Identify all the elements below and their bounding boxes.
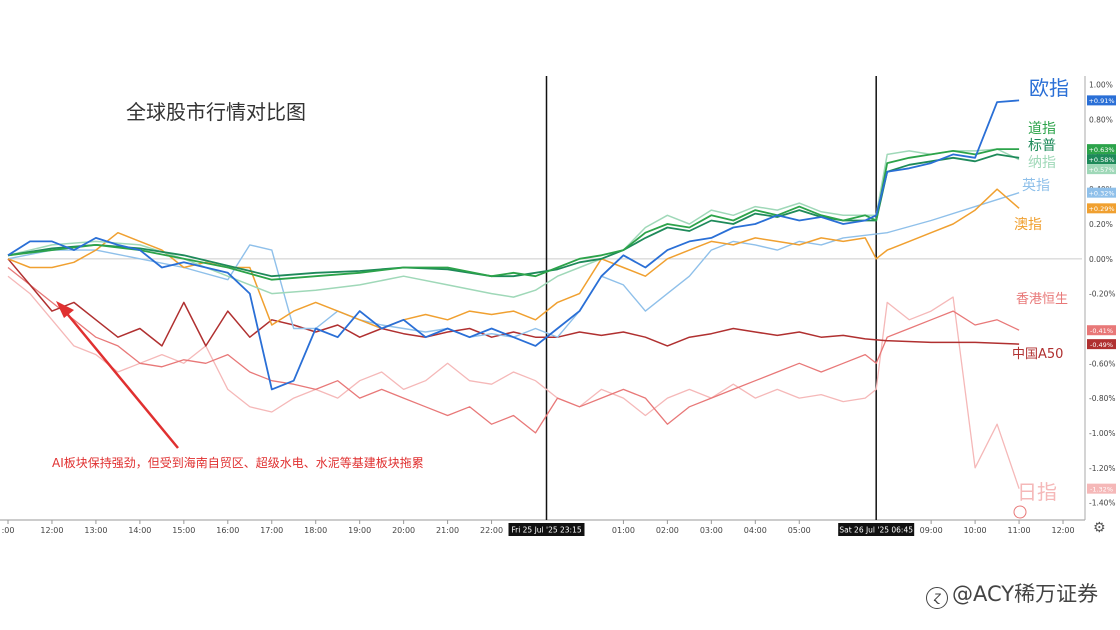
- y-tick-label: -1.40%: [1089, 499, 1116, 508]
- series-name-label: 欧指: [1029, 76, 1069, 100]
- series-name-label: 香港恒生: [1016, 292, 1068, 307]
- end-value-badge: [1087, 144, 1116, 155]
- x-tick-label: 19:00: [348, 526, 371, 535]
- session-marker-badge: [838, 523, 915, 536]
- x-tick-label: 22:00: [480, 526, 503, 535]
- series-line-ftse: [7, 192, 1020, 338]
- end-value-badge: [1087, 164, 1116, 175]
- y-tick-label: -0.20%: [1089, 290, 1116, 299]
- series-line-hsi: [7, 266, 1020, 434]
- series-line-dow: [7, 148, 1020, 281]
- y-tick-label: 0.80%: [1089, 116, 1113, 125]
- series-name-label: 道指: [1028, 121, 1056, 137]
- end-value-label: -0.41%: [1090, 327, 1113, 335]
- x-tick-label: 14:00: [128, 526, 151, 535]
- series-line-a50: [7, 258, 1020, 347]
- end-value-badge: [1087, 187, 1116, 198]
- x-tick-label: 01:00: [612, 526, 635, 535]
- series-name-label: 纳指: [1028, 155, 1056, 171]
- y-tick-label: 0.00%: [1089, 255, 1113, 264]
- x-tick-label: 18:00: [304, 526, 327, 535]
- x-tick-label: 03:00: [700, 526, 723, 535]
- end-value-badge: [1087, 203, 1116, 214]
- series-name-label: 日指: [1017, 480, 1057, 504]
- end-value-badge: [1087, 95, 1116, 106]
- watermark-text: @ACY稀万证券: [952, 582, 1099, 606]
- x-tick-label: 02:00: [656, 526, 679, 535]
- chart-title: 全球股市行情对比图: [126, 100, 306, 124]
- series-line-nasdaq: [7, 148, 1020, 298]
- x-tick-label: 20:00: [392, 526, 415, 535]
- x-tick-label: 10:00: [964, 526, 987, 535]
- y-tick-label: 0.20%: [1089, 220, 1113, 229]
- series-name-label: 中国A50: [1012, 347, 1063, 362]
- x-tick-label: 21:00: [436, 526, 459, 535]
- x-tick-label: 12:00: [40, 526, 63, 535]
- y-tick-label: -0.60%: [1089, 359, 1116, 368]
- x-tick-label: 15:00: [172, 526, 195, 535]
- session-marker-label: Fri 25 Jul '25 23:15: [511, 526, 582, 535]
- x-tick-label: 05:00: [788, 526, 811, 535]
- gear-icon[interactable]: ⚙: [1093, 520, 1106, 536]
- x-tick-label: 13:00: [84, 526, 107, 535]
- y-tick-label: -1.00%: [1089, 429, 1116, 438]
- x-tick-label: 11:00: [1008, 526, 1031, 535]
- zhihu-icon: ɀ: [926, 587, 948, 609]
- session-marker-badge: [508, 523, 585, 536]
- end-value-badge: [1087, 325, 1116, 336]
- end-value-label: -1.32%: [1090, 485, 1113, 493]
- annotation-arrow-line: [63, 309, 179, 449]
- x-tick-label: 16:00: [216, 526, 239, 535]
- series-name-label: 澳指: [1014, 217, 1042, 233]
- series-name-label: 标普: [1028, 138, 1056, 154]
- y-tick-label: 1.00%: [1089, 81, 1113, 90]
- y-tick-label: -0.80%: [1089, 394, 1116, 403]
- series-line-nikkei: [7, 275, 1020, 489]
- end-value-badge: [1087, 339, 1116, 350]
- x-tick-label: :00: [2, 526, 15, 535]
- annotation-text: AI板块保持强劲，但受到海南自贸区、超级水电、水泥等基建板块拖累: [52, 455, 424, 470]
- x-tick-label: 04:00: [744, 526, 767, 535]
- series-line-europe: [7, 99, 1020, 391]
- end-value-label: +0.57%: [1088, 166, 1114, 174]
- end-value-label: +0.29%: [1088, 205, 1114, 213]
- end-value-badge: [1087, 154, 1116, 165]
- lightning-icon: [1013, 505, 1027, 519]
- end-value-label: -0.49%: [1090, 341, 1113, 349]
- end-value-label: +0.32%: [1088, 189, 1114, 197]
- end-value-label: +0.58%: [1088, 156, 1114, 164]
- end-value-badge: [1087, 483, 1116, 494]
- x-tick-label: 17:00: [260, 526, 283, 535]
- x-tick-label: 09:00: [920, 526, 943, 535]
- watermark: ɀ @ACY稀万证券: [926, 578, 1098, 609]
- annotation-arrowhead: [56, 301, 74, 318]
- session-marker-label: Sat 26 Jul '25 06:45: [839, 526, 913, 535]
- end-value-label: +0.91%: [1088, 97, 1114, 105]
- y-tick-label: -1.20%: [1089, 464, 1116, 473]
- end-value-label: +0.63%: [1088, 146, 1114, 154]
- series-name-label: 英指: [1022, 177, 1050, 194]
- series-line-asx: [7, 188, 1020, 330]
- x-tick-label: 12:00: [1051, 526, 1074, 535]
